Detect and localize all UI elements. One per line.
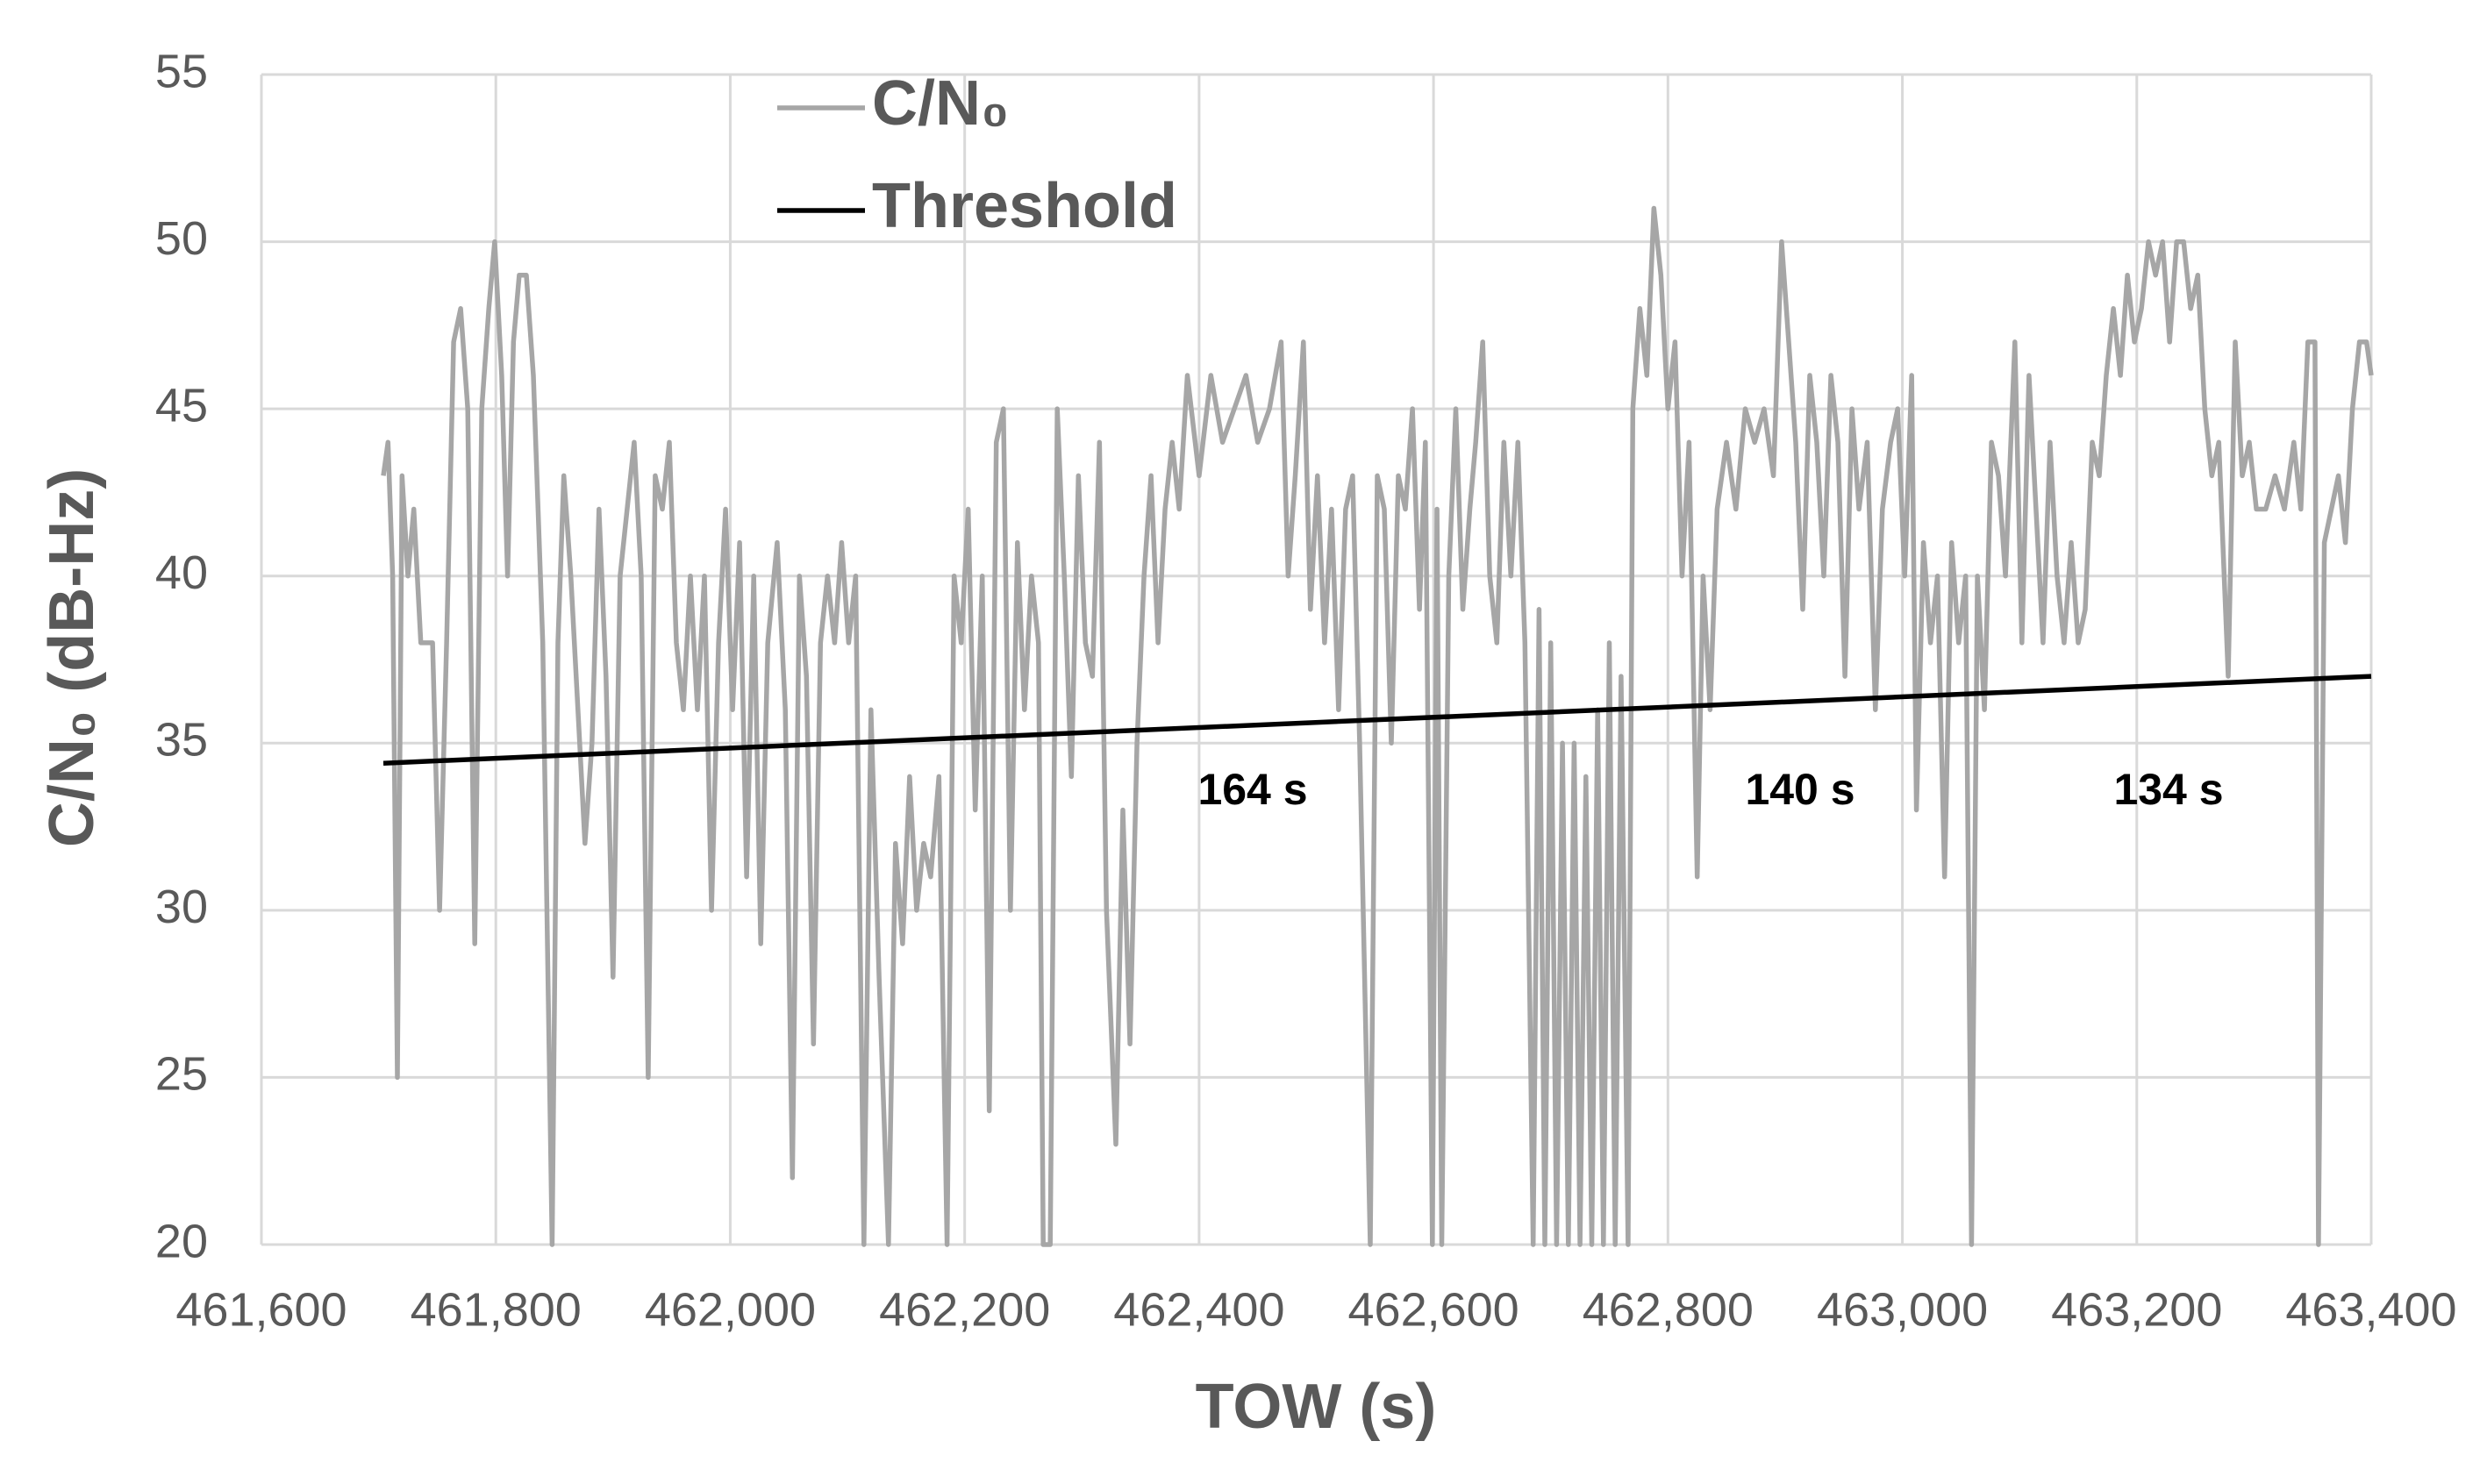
x-tick-label: 461,800 (411, 1283, 582, 1336)
y-tick-label: 35 (155, 714, 208, 767)
y-tick-label: 30 (155, 881, 208, 933)
x-tick-label: 462,400 (1113, 1283, 1284, 1336)
y-tick-label: 55 (155, 45, 208, 97)
y-tick-label: 40 (155, 546, 208, 599)
plot-area (381, 205, 2374, 1247)
x-tick-label: 462,200 (879, 1283, 1050, 1336)
x-tick-label: 463,200 (2051, 1283, 2222, 1336)
legend-label: C/N₀ (872, 68, 1009, 139)
data-line (382, 674, 2372, 766)
y-tick-label: 50 (155, 212, 208, 265)
x-tick-label: 461,600 (175, 1283, 347, 1336)
x-tick-label: 463,400 (2285, 1283, 2456, 1336)
x-tick-label: 462,800 (1583, 1283, 1754, 1336)
annotation: 140 s (1745, 765, 1855, 814)
y-tick-label: 20 (155, 1215, 208, 1267)
x-axis-title: TOW (s) (1196, 1372, 1437, 1442)
legend-label: Threshold (872, 171, 1177, 241)
y-axis-title: C/N₀ (dB-Hz) (37, 468, 107, 847)
data-line (381, 205, 2374, 1247)
x-tick-label: 463,000 (1817, 1283, 1988, 1336)
annotation: 164 s (1197, 765, 1307, 814)
x-tick-label: 462,000 (645, 1283, 816, 1336)
annotation: 134 s (2113, 765, 2223, 814)
grid (260, 73, 2373, 1246)
x-tick-label: 462,600 (1348, 1283, 1519, 1336)
y-tick-label: 45 (155, 379, 208, 432)
y-tick-label: 25 (155, 1048, 208, 1101)
